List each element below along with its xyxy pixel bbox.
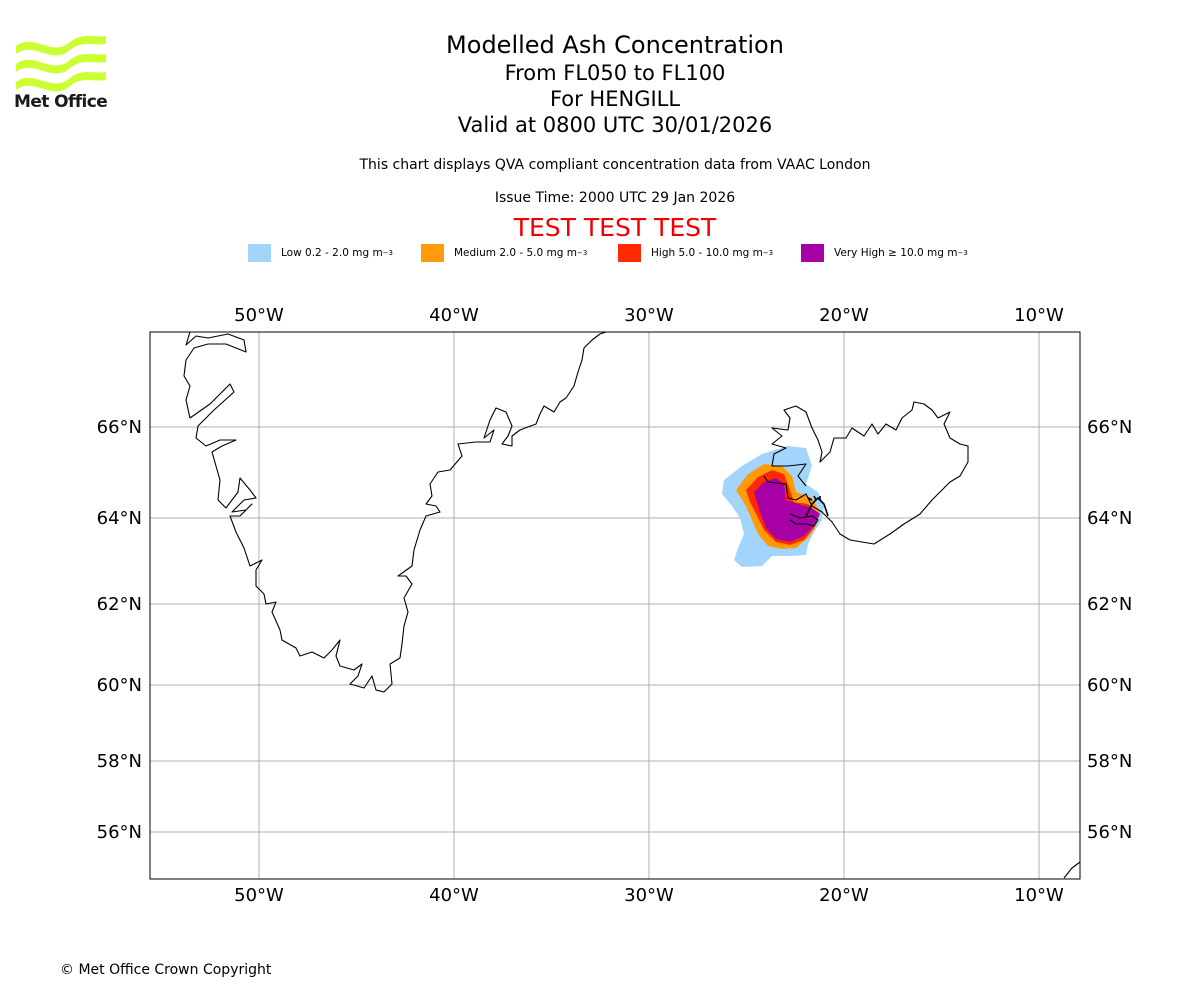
met-office-logo (16, 36, 106, 92)
legend: Low 0.2 - 2.0 mg m −3 Medium 2.0 - 5.0 mg… (0, 244, 1200, 264)
lon-label-bottom: 20°W (819, 885, 869, 906)
volcano-marker (805, 495, 829, 517)
legend-item-medium: Medium 2.0 - 5.0 mg m −3 (421, 244, 587, 262)
lon-label-bottom: 30°W (624, 885, 674, 906)
legend-swatch-high (618, 244, 641, 262)
lon-label-bottom: 40°W (429, 885, 479, 906)
lat-label-left: 66°N (97, 417, 142, 438)
lon-label-top: 40°W (429, 305, 479, 326)
lat-label-left: 56°N (97, 822, 142, 843)
map-frame (149, 331, 1081, 880)
lat-label-right: 64°N (1087, 508, 1132, 529)
logo-text: Met Office (14, 92, 108, 112)
lat-label-left: 64°N (97, 508, 142, 529)
legend-swatch-very-high (801, 244, 824, 262)
lat-label-right: 60°N (1087, 675, 1132, 696)
lat-label-right: 56°N (1087, 822, 1132, 843)
legend-exp-high: −3 (762, 249, 774, 257)
lon-label-top: 30°W (624, 305, 674, 326)
legend-swatch-low (248, 244, 271, 262)
title-block: Modelled Ash Concentration From FL050 to… (315, 30, 915, 138)
legend-exp-low: −3 (382, 249, 394, 257)
lon-label-top: 10°W (1014, 305, 1064, 326)
lat-labels-left: 66°N 64°N 62°N 60°N 58°N 56°N (97, 417, 142, 843)
legend-label-low: Low 0.2 - 2.0 mg m (281, 247, 383, 259)
legend-label-medium: Medium 2.0 - 5.0 mg m (454, 247, 577, 259)
lon-label-top: 50°W (234, 305, 284, 326)
flight-levels: From FL050 to FL100 (504, 61, 726, 85)
lat-label-right: 58°N (1087, 751, 1132, 772)
volcano-name: For HENGILL (549, 87, 681, 111)
chart-title: Modelled Ash Concentration (446, 31, 784, 59)
legend-item-high: High 5.0 - 10.0 mg m −3 (618, 244, 773, 262)
lat-label-right: 62°N (1087, 594, 1132, 615)
lon-label-top: 20°W (819, 305, 869, 326)
lat-label-left: 60°N (97, 675, 142, 696)
legend-item-low: Low 0.2 - 2.0 mg m −3 (248, 244, 393, 262)
lon-label-bottom: 50°W (234, 885, 284, 906)
lat-label-right: 66°N (1087, 417, 1132, 438)
greenland-coastline (183, 331, 607, 693)
legend-swatch-medium (421, 244, 444, 262)
faroe-coastline (1063, 861, 1081, 879)
legend-label-high: High 5.0 - 10.0 mg m (651, 247, 763, 259)
ash-region-very-high (754, 478, 820, 542)
lat-label-left: 58°N (97, 751, 142, 772)
iceland-reykjanes-coast (789, 513, 819, 527)
issue-time: Issue Time: 2000 UTC 29 Jan 2026 (494, 190, 736, 206)
map-grid (150, 332, 1080, 879)
legend-label-very-high: Very High ≥ 10.0 mg m (834, 247, 958, 259)
chart-description: This chart displays QVA compliant concen… (359, 157, 871, 173)
copyright: © Met Office Crown Copyright (60, 962, 272, 978)
coastlines (183, 331, 1081, 879)
lat-labels-right: 66°N 64°N 62°N 60°N 58°N 56°N (1087, 417, 1132, 843)
lon-labels-bottom: 50°W 40°W 30°W 20°W 10°W (234, 885, 1064, 906)
lat-label-left: 62°N (97, 594, 142, 615)
legend-exp-very-high: −3 (957, 249, 968, 257)
test-banner: TEST TEST TEST (513, 213, 717, 242)
lon-label-bottom: 10°W (1014, 885, 1064, 906)
legend-item-very-high: Very High ≥ 10.0 mg m −3 (801, 244, 968, 262)
legend-exp-medium: −3 (576, 249, 588, 257)
valid-time: Valid at 0800 UTC 30/01/2026 (457, 113, 773, 137)
iceland-coastline (763, 401, 969, 545)
lon-labels-top: 50°W 40°W 30°W 20°W 10°W (234, 305, 1064, 326)
